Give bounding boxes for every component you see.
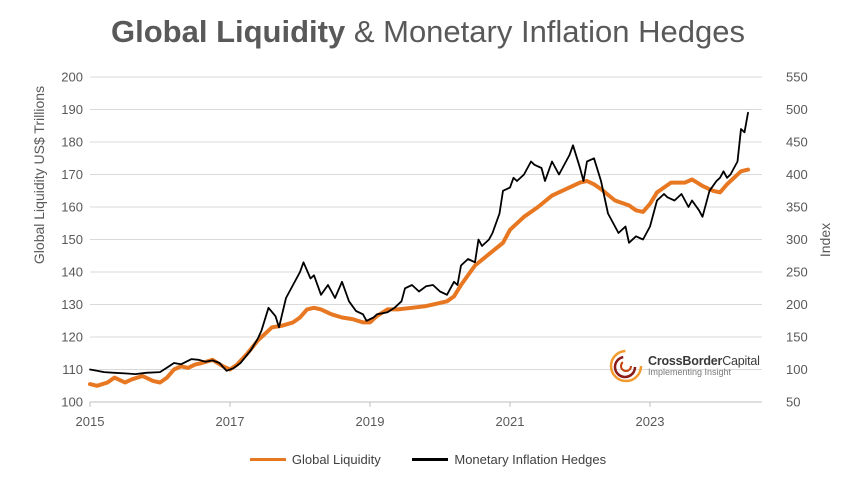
legend-swatch-global-liquidity: [249, 458, 286, 461]
y-left-tick-label: 200: [61, 70, 83, 85]
y-left-tick-label: 140: [61, 265, 83, 280]
crossborder-logo: CrossBorderCapital Implementing Insight: [608, 348, 760, 384]
x-axis-ticks: 2015 2017 2019 2021 2023: [76, 402, 665, 429]
x-tick-label: 2023: [636, 414, 665, 429]
series-line-monetary-inflation-hedges: [89, 111, 749, 376]
y-left-tick-label: 130: [61, 297, 83, 312]
y-left-tick-label: 100: [61, 395, 83, 410]
series-line-global-liquidity: [88, 167, 750, 388]
x-tick-label: 2017: [216, 414, 245, 429]
y-right-tick-label: 200: [786, 297, 808, 312]
y-right-tick-label: 450: [786, 135, 808, 150]
y-right-tick-label: 350: [786, 200, 808, 215]
y-left-tick-label: 120: [61, 330, 83, 345]
y-right-tick-label: 400: [786, 167, 808, 182]
logo-name: CrossBorderCapital: [648, 353, 760, 368]
gridlines: [90, 76, 762, 370]
x-tick-label: 2019: [356, 414, 385, 429]
left-axis-ticks: 100 110 120 130 140 150 160 170 180 190 200: [61, 70, 83, 410]
y-left-tick-label: 110: [62, 362, 83, 377]
y-left-tick-label: 170: [61, 167, 83, 182]
chart-title-rest: & Monetary Inflation Hedges: [345, 14, 745, 49]
y-left-tick-label: 150: [61, 232, 83, 247]
y-right-tick-label: 300: [786, 232, 808, 247]
chart-title-bold: Global Liquidity: [111, 14, 346, 49]
y-right-tick-label: 250: [786, 265, 808, 280]
chart-legend: Global Liquidity Monetary Inflation Hedg…: [0, 449, 856, 467]
legend-swatch-monetary-inflation-hedges: [412, 458, 449, 461]
legend-item-monetary-inflation-hedges: Monetary Inflation Hedges: [412, 452, 606, 467]
y-right-tick-label: 500: [786, 102, 808, 117]
swirl-logo-icon: [609, 349, 643, 383]
y-right-tick-label: 100: [786, 362, 808, 377]
y-axis-title-left: Global Liquidity US$ Trillions: [31, 86, 47, 264]
x-tick-label: 2021: [496, 414, 525, 429]
legend-label-global-liquidity: Global Liquidity: [291, 452, 381, 467]
y-right-tick-label: 550: [786, 70, 808, 85]
y-axis-title-right: Index: [817, 223, 833, 257]
legend-label-monetary-inflation-hedges: Monetary Inflation Hedges: [454, 452, 607, 467]
y-left-tick-label: 160: [61, 200, 83, 215]
y-left-tick-label: 180: [61, 135, 83, 150]
chart-title: Global Liquidity & Monetary Inflation He…: [0, 14, 856, 50]
y-right-tick-label: 50: [786, 395, 800, 410]
right-axis-ticks: 50 100 150 200 250 300 350 400 450 500 550: [786, 70, 808, 410]
series-group: [88, 111, 750, 388]
y-right-tick-label: 150: [786, 330, 808, 345]
legend-item-global-liquidity: Global Liquidity: [249, 452, 381, 467]
x-tick-label: 2015: [76, 414, 105, 429]
logo-tagline: Implementing Insight: [648, 366, 732, 377]
y-left-tick-label: 190: [61, 102, 83, 117]
